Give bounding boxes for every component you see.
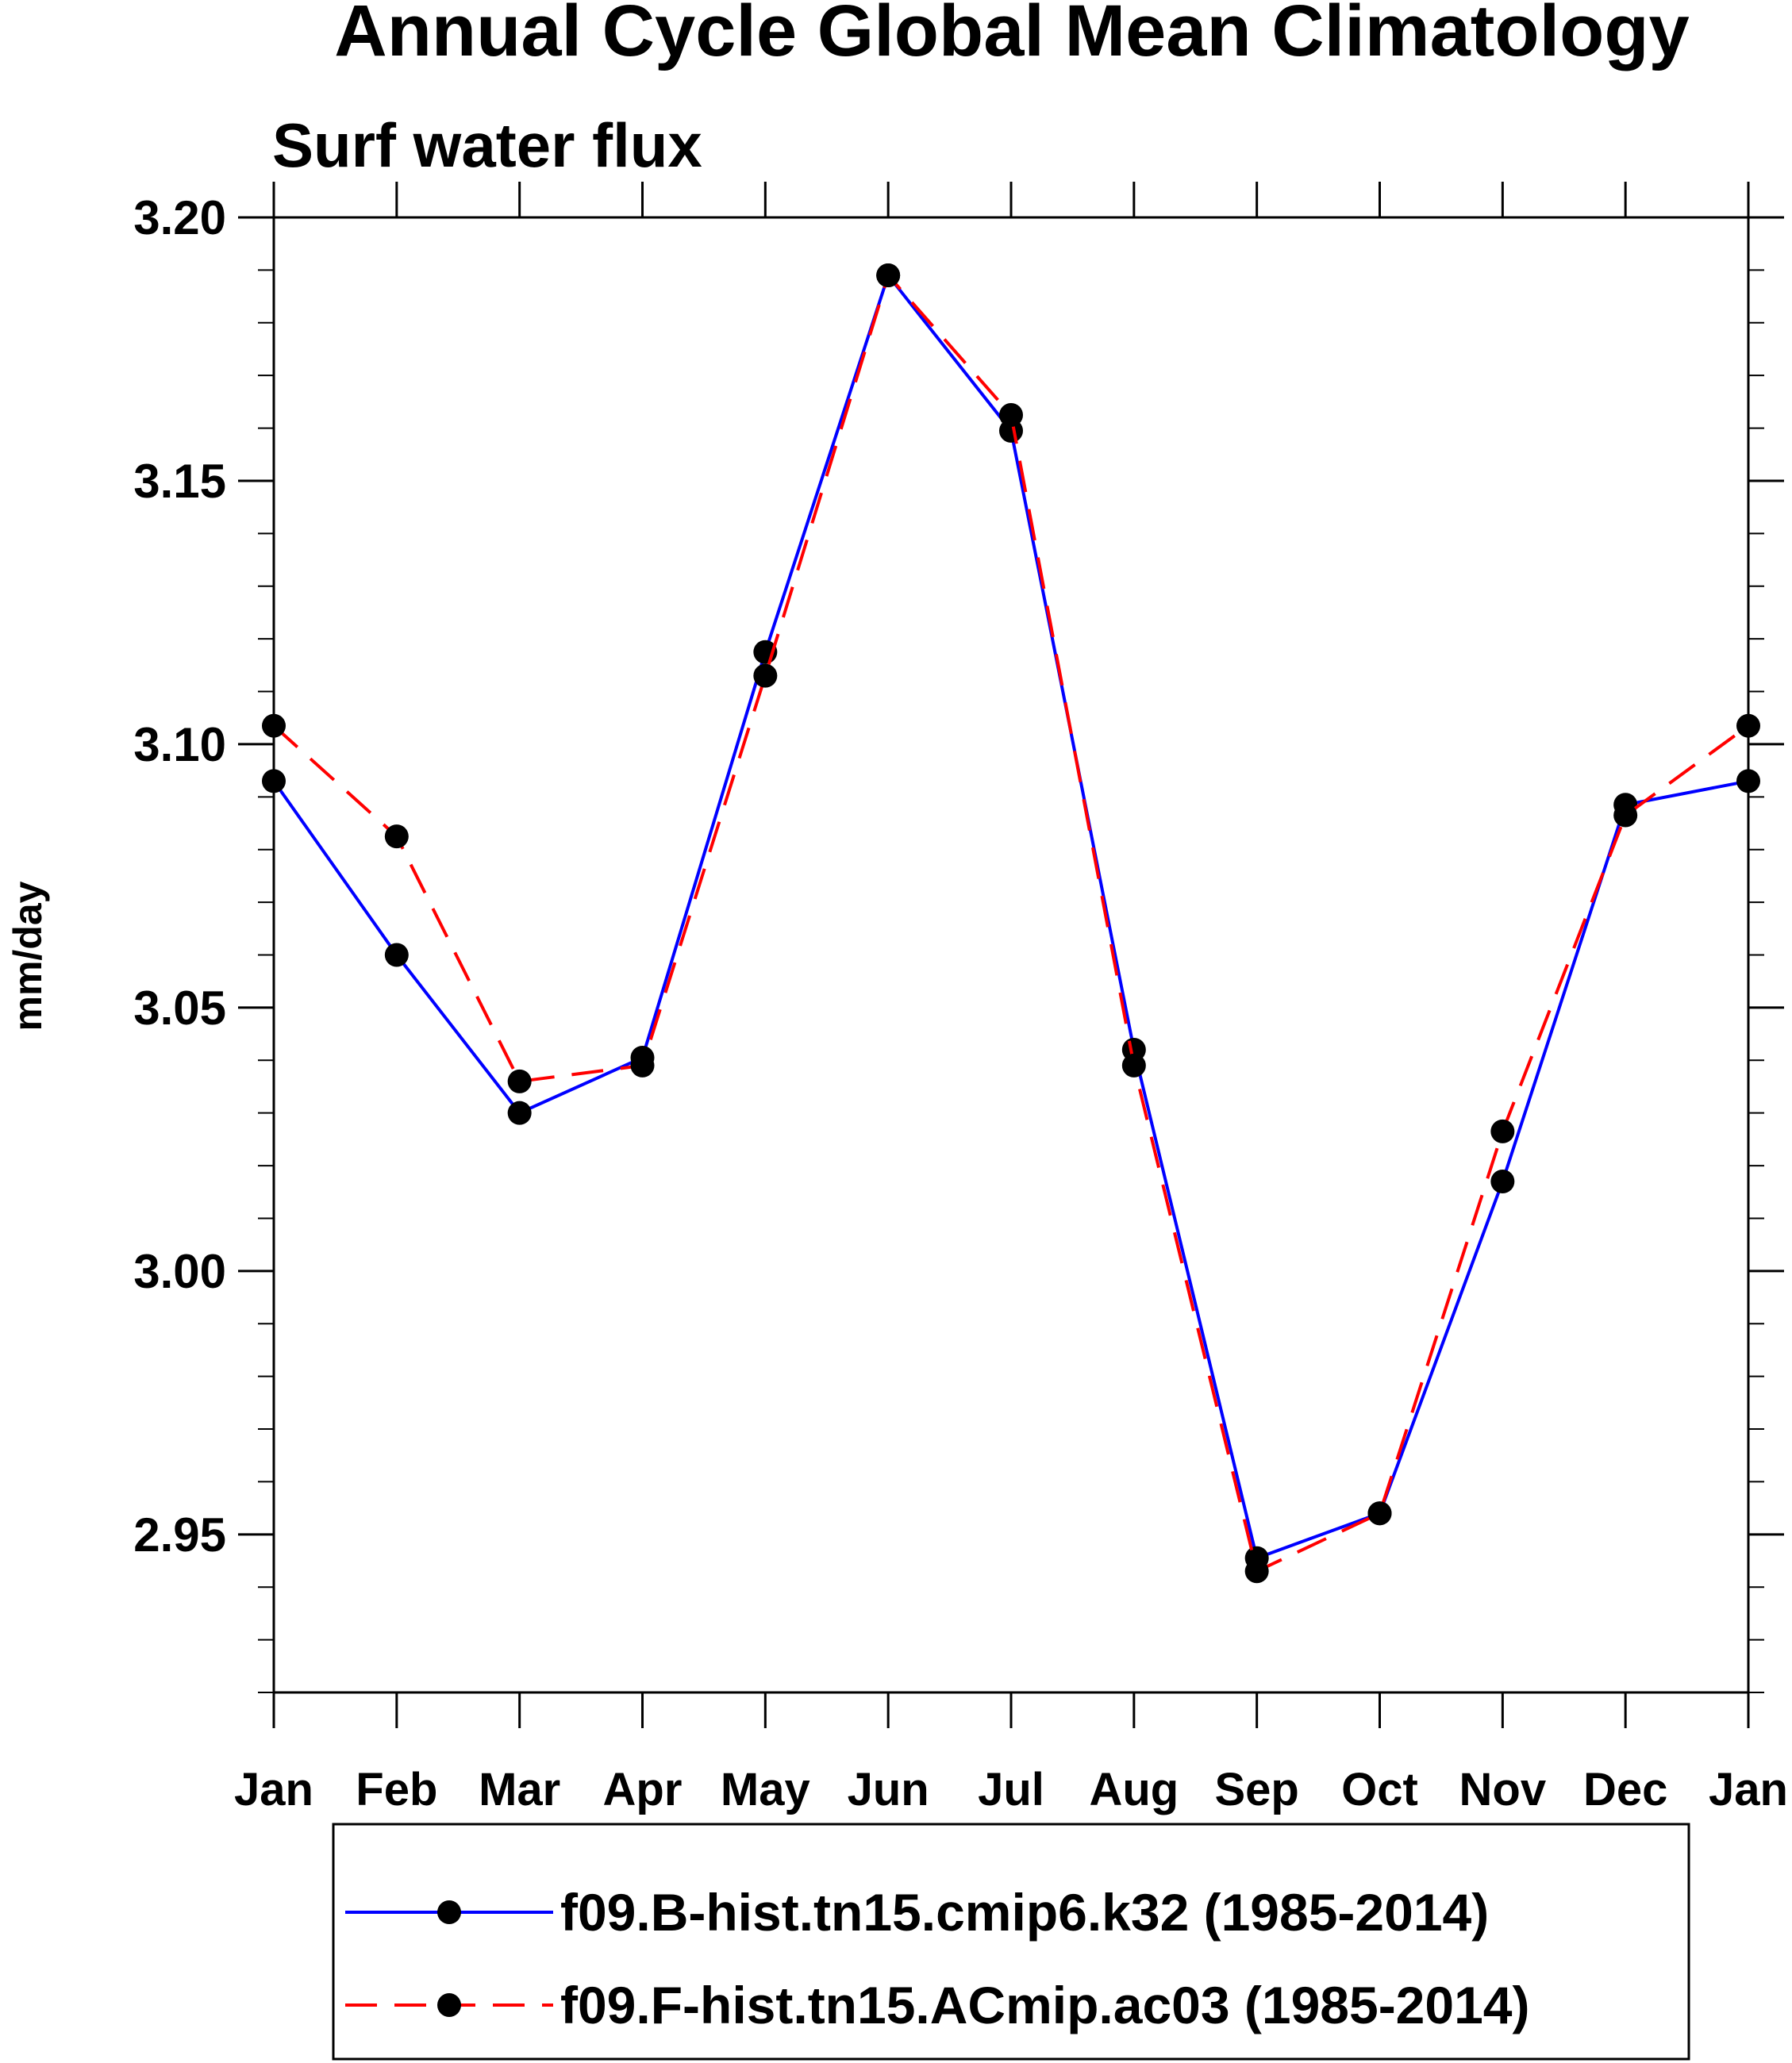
data-point [1736,769,1760,793]
data-point [507,1069,532,1093]
x-tick-label: Jul [978,1764,1044,1815]
data-point [1736,713,1760,738]
legend-item-1: f09.F-hist.tn15.ACmip.ac03 (1985-2014) [345,1976,1529,2034]
x-tick-label: Jan [1709,1764,1788,1815]
data-point [630,1053,655,1078]
data-point [876,263,901,288]
data-point [1490,1119,1515,1143]
x-tick-label: Dec [1583,1764,1667,1815]
data-point [753,663,778,688]
legend: f09.B-hist.tn15.cmip6.k32 (1985-2014) f09… [332,1823,1690,2061]
y-tick-label: 3.20 [133,191,226,244]
data-point [262,713,286,738]
x-tick-label: Sep [1214,1764,1298,1815]
data-point [384,824,409,849]
data-point [1490,1169,1515,1193]
data-point [1613,803,1638,828]
y-tick-label: 3.15 [133,455,226,508]
chart-subtitle: Surf water flux [272,110,702,180]
x-tick-label: Jun [848,1764,929,1815]
legend-marker [437,1993,461,2017]
y-tick-label: 3.00 [133,1245,226,1298]
data-point [262,769,286,793]
x-tick-label: Apr [603,1764,683,1815]
legend-item-0: f09.B-hist.tn15.cmip6.k32 (1985-2014) [345,1883,1489,1942]
y-tick-label: 3.05 [133,982,226,1035]
x-tick-label: May [721,1764,810,1815]
series-line [272,272,1750,1574]
data-point [1244,1559,1269,1584]
series-0 [262,263,1760,1570]
data-point [1367,1501,1392,1526]
data-point [384,943,409,967]
y-axis-label: mm/day [6,881,50,1031]
data-point [1121,1053,1146,1078]
series-1 [262,263,1760,1584]
y-tick-label: 2.95 [133,1508,226,1562]
legend-label: f09.F-hist.tn15.ACmip.ac03 (1985-2014) [560,1976,1529,2034]
x-tick-label: Nov [1459,1764,1547,1815]
data-point [507,1101,532,1125]
x-tick-label: Mar [479,1764,560,1815]
series-line [272,271,1749,1561]
legend-box [332,1823,1690,2061]
data-point [999,402,1023,427]
x-tick-label: Oct [1341,1764,1418,1815]
legend-label: f09.B-hist.tn15.cmip6.k32 (1985-2014) [560,1883,1489,1942]
x-tick-label: Feb [356,1764,437,1815]
legend-marker [437,1900,461,1924]
y-tick-label: 3.10 [133,718,226,771]
chart-title: Annual Cycle Global Mean Climatology [334,0,1689,71]
x-tick-label: Aug [1089,1764,1179,1815]
x-tick-label: Jan [234,1764,313,1815]
